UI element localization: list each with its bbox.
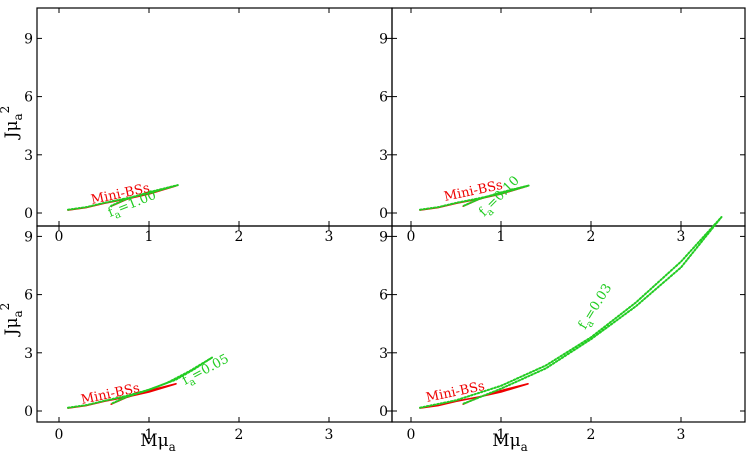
x-tick-label: 3 — [325, 229, 334, 245]
x-tick-label: 1 — [145, 229, 154, 245]
y-tick-label: 3 — [24, 148, 33, 164]
annotation-fa-symbol: f — [106, 205, 117, 221]
y-axis-label: Jμa2 — [0, 106, 25, 141]
y-tick-label: 6 — [24, 90, 33, 106]
annotation-fa-subscript: a — [187, 376, 197, 389]
x-tick-label: 1 — [497, 427, 506, 443]
x-tick-label: 0 — [407, 229, 416, 245]
y-tick-label: 9 — [24, 31, 33, 47]
x-tick-label: 0 — [55, 427, 64, 443]
x-tick-label: 0 — [407, 427, 416, 443]
series-line-dotted — [67, 356, 213, 409]
x-axis-label: Mμa — [140, 431, 176, 454]
x-axis-label-main: Mμ — [492, 431, 520, 451]
y-tick-label: 0 — [379, 404, 388, 420]
annotation-fa-value: =0.05 — [189, 352, 231, 384]
annotation-fa-subscript: a — [584, 319, 597, 330]
x-axis-label: Mμa — [492, 431, 528, 454]
x-axis-label-sub: a — [169, 440, 176, 454]
y-tick-label: 0 — [24, 206, 33, 222]
x-tick-label: 3 — [677, 229, 686, 245]
x-tick-label: 2 — [587, 427, 596, 443]
y-axis-label: Jμa2 — [0, 303, 25, 338]
y-axis-label-sup: 2 — [0, 303, 12, 311]
y-tick-label: 3 — [24, 346, 33, 362]
y-tick-label: 3 — [379, 346, 388, 362]
panel-frame — [391, 225, 746, 423]
x-axis-label-main: Mμ — [140, 431, 168, 451]
y-tick-label: 9 — [24, 229, 33, 245]
y-axis-label-main: Jμ — [2, 317, 22, 337]
x-tick-label: 0 — [55, 229, 64, 245]
y-tick-label: 6 — [24, 288, 33, 304]
y-tick-label: 3 — [379, 148, 388, 164]
x-tick-label: 3 — [325, 427, 334, 443]
x-tick-label: 1 — [145, 427, 154, 443]
x-tick-label: 2 — [235, 229, 244, 245]
y-tick-label: 6 — [379, 288, 388, 304]
x-tick-label: 1 — [497, 229, 506, 245]
y-tick-label: 9 — [379, 31, 388, 47]
annotation-fa: fa=0.03 — [576, 281, 618, 333]
annotation-fa-value: =0.03 — [581, 281, 615, 323]
x-tick-label: 2 — [587, 229, 596, 245]
x-tick-label: 2 — [235, 427, 244, 443]
x-tick-label: 3 — [677, 427, 686, 443]
y-tick-label: 0 — [24, 404, 33, 420]
series-line-dotted — [419, 216, 723, 409]
annotation-mini-bss: Mini-BSs — [80, 381, 141, 408]
y-axis-label-sub: a — [11, 113, 25, 120]
y-axis-label-main: Jμ — [2, 120, 22, 140]
y-tick-label: 9 — [379, 229, 388, 245]
series-line-dotted — [67, 184, 179, 211]
y-axis-label-sub: a — [11, 310, 25, 317]
y-axis-label-sup: 2 — [0, 106, 12, 114]
annotation-fa-subscript: a — [113, 209, 123, 221]
series-line-dotted — [419, 184, 530, 211]
y-tick-label: 0 — [379, 206, 388, 222]
y-tick-label: 6 — [379, 90, 388, 106]
x-axis-label-sub: a — [521, 440, 528, 454]
